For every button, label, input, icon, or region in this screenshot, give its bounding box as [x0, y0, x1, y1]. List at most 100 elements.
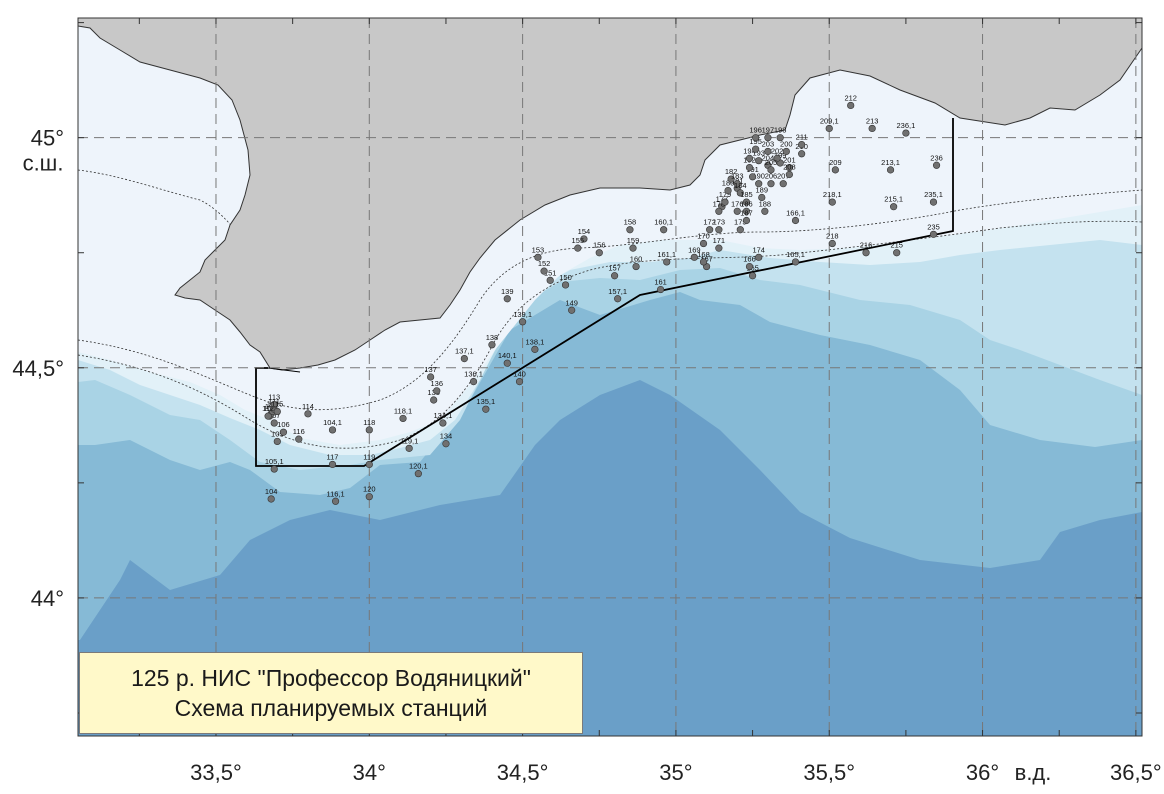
station-label: 236 — [930, 153, 943, 162]
station-label: 116,1 — [326, 489, 344, 498]
station-label: 178 — [713, 199, 726, 208]
x-tick-label: 35,5° — [803, 760, 855, 785]
station-label: 201 — [783, 156, 796, 165]
station-marker — [561, 281, 570, 289]
station-marker — [295, 435, 303, 443]
station-label: 213,1 — [881, 158, 900, 167]
station-label: 171 — [713, 236, 726, 245]
station-marker — [279, 428, 288, 436]
station-label: 235 — [927, 222, 940, 231]
station-marker — [660, 226, 668, 234]
station-label: 105 — [271, 429, 284, 438]
station-label: 189 — [756, 186, 769, 195]
station-marker — [430, 396, 438, 404]
station-label: 184 — [734, 181, 747, 190]
station-label: 187 — [740, 209, 753, 218]
station-label: 119 — [363, 452, 375, 461]
station-marker — [785, 170, 793, 179]
station-label: 209 — [829, 158, 842, 167]
station-label: 159 — [627, 236, 640, 245]
station-label: 195 — [749, 137, 762, 146]
station-label: 153 — [532, 245, 545, 254]
station-label: 176 — [731, 199, 744, 208]
station-marker — [531, 345, 539, 353]
station-label: 165,1 — [786, 250, 805, 259]
station-label: 168 — [697, 250, 710, 259]
station-marker — [742, 198, 751, 206]
station-marker — [439, 419, 447, 427]
station-label: 180 — [722, 179, 735, 188]
station-marker — [752, 134, 760, 142]
station-marker — [503, 359, 511, 367]
station-marker — [595, 249, 603, 257]
station-marker — [519, 318, 527, 326]
station-label: 113 — [268, 393, 280, 402]
station-marker — [727, 175, 735, 183]
station-marker — [755, 180, 763, 188]
station-label: 208 — [783, 162, 796, 171]
station-marker — [733, 207, 741, 215]
station-label: 196 — [749, 126, 762, 135]
station-label: 104,1 — [323, 418, 342, 427]
station-marker — [748, 173, 757, 181]
station-label: 160 — [630, 255, 643, 264]
station-label: 150 — [559, 273, 572, 282]
station-label: 157,1 — [608, 287, 627, 296]
station-marker — [469, 378, 478, 386]
station-label: 218,1 — [823, 190, 842, 199]
station-label: 117 — [327, 452, 339, 461]
station-marker — [798, 150, 806, 158]
station-marker — [568, 306, 576, 314]
station-label: 157 — [608, 264, 621, 273]
station-marker — [798, 140, 806, 149]
station-label: 118,1 — [394, 406, 412, 415]
station-label: 160,1 — [654, 218, 673, 227]
x-tick-label: 35° — [659, 760, 692, 785]
station-marker — [482, 405, 490, 413]
station-label: 112 — [262, 404, 274, 413]
station-marker — [791, 258, 800, 266]
station-marker — [761, 207, 769, 215]
station-label: 116 — [293, 427, 305, 436]
station-label: 182 — [725, 167, 738, 176]
station-marker — [745, 262, 754, 271]
station-marker — [886, 166, 895, 174]
station-label: 197 — [762, 126, 775, 135]
station-marker — [270, 419, 278, 427]
station-label: 158 — [624, 218, 637, 227]
station-label: 198 — [774, 126, 787, 135]
station-marker — [442, 440, 450, 448]
station-label: 204 — [762, 153, 775, 162]
station-marker — [721, 198, 729, 206]
station-marker — [862, 249, 870, 257]
station-label: 218 — [826, 232, 839, 241]
station-label: 215 — [890, 241, 903, 250]
station-label: 151 — [544, 268, 557, 277]
station-marker — [488, 341, 496, 349]
station-marker — [782, 147, 790, 156]
grid — [78, 18, 1142, 736]
station-marker — [733, 180, 741, 188]
station-marker — [546, 276, 554, 284]
station-label: 179 — [719, 190, 732, 199]
station-marker — [785, 163, 793, 172]
station-label: 166,1 — [786, 209, 805, 218]
station-marker — [831, 166, 839, 174]
x-tick-label: 36,5° — [1110, 760, 1162, 785]
x-tick-label: 33,5° — [190, 760, 242, 785]
station-marker — [515, 378, 524, 386]
caption-box: 125 р. НИС "Профессор Водяницкий" Схема … — [79, 652, 583, 734]
station-marker — [828, 198, 836, 206]
station-marker — [929, 230, 938, 238]
station-label: 185 — [740, 190, 753, 199]
x-tick-label: 34,5° — [497, 760, 549, 785]
axes: 33,5° 34° 34,5° 35° 35,5° 36° 36,5° в.д. 45° 44,5… — [12, 18, 1162, 785]
station-marker — [758, 193, 766, 202]
caption-subtitle: Схема планируемых станций — [174, 695, 488, 721]
station-marker — [699, 258, 708, 266]
station-marker — [755, 253, 763, 261]
station-label: 152 — [538, 259, 551, 268]
stations: 104105105,110610710810911011111211311411… — [262, 93, 943, 505]
station-marker — [690, 253, 698, 261]
station-label: 104 — [265, 487, 278, 496]
